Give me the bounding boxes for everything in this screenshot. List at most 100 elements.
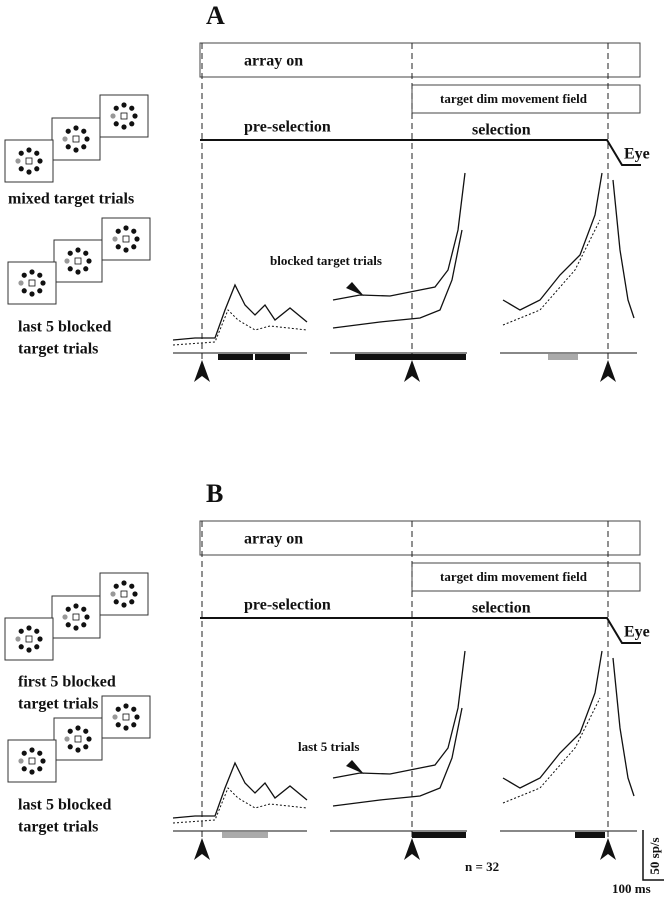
fixation (25, 157, 33, 165)
stimulus-dot (131, 722, 137, 728)
stimulus-frame (4, 617, 54, 661)
fixation (120, 590, 128, 598)
stimulus-dot (113, 121, 119, 127)
stimulus-dot (132, 113, 138, 119)
stimulus-dot (110, 113, 116, 119)
trace (332, 650, 466, 779)
stimulus-dot (115, 722, 121, 728)
stimulus-dot (115, 706, 121, 712)
annotation: last 5 trials (298, 739, 359, 754)
stimulus-dot (26, 169, 32, 175)
stimulus-dot (121, 102, 127, 108)
stimulus-frame (7, 739, 57, 783)
stimulus-dot (21, 766, 27, 772)
fixation (74, 257, 82, 265)
stimulus-dot (40, 758, 46, 764)
stimulus-dot (67, 266, 73, 272)
stimulus-dot (37, 636, 43, 642)
trace (502, 172, 603, 311)
stimulus-dot (34, 166, 40, 172)
array-on-box (199, 42, 641, 78)
stimulus-frame (51, 595, 101, 639)
selection-label: selection (472, 600, 531, 617)
stimulus-dot (18, 150, 24, 156)
condition-label: target trials (18, 341, 98, 358)
stimulus-dot (75, 747, 81, 753)
stimulus-dot (121, 580, 127, 586)
annotation-arrow (346, 760, 364, 774)
stimulus-dot (73, 125, 79, 131)
stimulus-dot (62, 136, 68, 142)
stimulus-dot (84, 614, 90, 620)
eye-label: Eye (624, 624, 650, 641)
target-dim-label: target dim movement field (440, 91, 588, 106)
trace (332, 229, 463, 329)
stimulus-dot (67, 744, 73, 750)
trace (502, 219, 601, 326)
stimulus-dot (15, 158, 21, 164)
stimulus-dot (75, 725, 81, 731)
stimulus-dot (15, 636, 21, 642)
stimulus-dot (81, 622, 87, 628)
condition-label: mixed target trials (8, 191, 134, 208)
stimulus-dot (115, 244, 121, 250)
stimulus-frame (53, 717, 103, 761)
stimulus-dot (34, 150, 40, 156)
stimulus-dot (29, 269, 35, 275)
stimulus-dot (134, 236, 140, 242)
trace (502, 650, 603, 789)
arrowhead (194, 360, 210, 382)
stimulus-dot (83, 250, 89, 256)
stimulus-dot (37, 766, 43, 772)
trace (332, 172, 466, 301)
stimulus-dot (29, 747, 35, 753)
stimulus-dot (62, 614, 68, 620)
stimulus-dot (132, 591, 138, 597)
stimulus-dot (26, 147, 32, 153)
fixation (120, 112, 128, 120)
stimulus-dot (81, 606, 87, 612)
condition-label: target trials (18, 819, 98, 836)
fixation (28, 757, 36, 765)
stimulus-dot (29, 291, 35, 297)
stimulus-dot (37, 158, 43, 164)
arrowhead (404, 360, 420, 382)
stimulus-dot (86, 736, 92, 742)
stimulus-dot (65, 622, 71, 628)
significance-bar (548, 354, 578, 360)
stimulus-dot (65, 606, 71, 612)
trace (172, 761, 308, 819)
stimulus-dot (123, 247, 129, 253)
stimulus-dot (37, 272, 43, 278)
panel-label: B (206, 479, 223, 508)
stimulus-dot (131, 228, 137, 234)
annotation-arrow (346, 282, 364, 296)
stimulus-dot (64, 736, 70, 742)
trace (172, 309, 308, 346)
stimulus-dot (21, 272, 27, 278)
trace (612, 657, 635, 797)
stimulus-dot (131, 706, 137, 712)
stimulus-dot (83, 728, 89, 734)
stimulus-dot (34, 644, 40, 650)
stimulus-dot (18, 280, 24, 286)
stimulus-dot (73, 147, 79, 153)
stimulus-dot (83, 266, 89, 272)
fixation (28, 279, 36, 287)
stimulus-dot (21, 750, 27, 756)
trace (172, 787, 308, 824)
stimulus-dot (112, 714, 118, 720)
stimulus-dot (113, 599, 119, 605)
stimulus-frame (101, 217, 151, 261)
target-dim-label: target dim movement field (440, 569, 588, 584)
condition-label: last 5 blocked (18, 797, 111, 814)
stimulus-dot (37, 750, 43, 756)
stimulus-dot (40, 280, 46, 286)
stimulus-frame (99, 572, 149, 616)
pre-selection-label: pre-selection (244, 597, 331, 614)
stimulus-frame (101, 695, 151, 739)
stimulus-dot (18, 628, 24, 634)
n-label: n = 32 (465, 859, 499, 874)
stimulus-dot (110, 591, 116, 597)
fixation (122, 235, 130, 243)
